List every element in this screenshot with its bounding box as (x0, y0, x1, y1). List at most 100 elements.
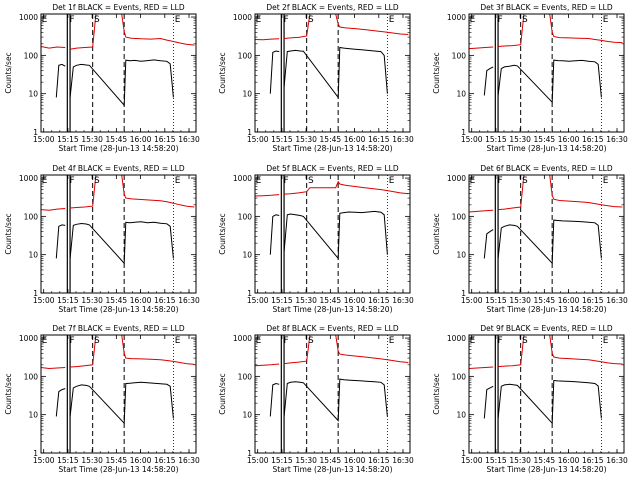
x-tick-label: 15:30 (509, 135, 531, 144)
phase-marker-label: E (603, 176, 609, 186)
y-tick-label: 1 (461, 128, 466, 137)
x-tick-label: 16:30 (606, 296, 628, 305)
x-tick-label: 16:15 (582, 135, 604, 144)
phase-marker-label: S (522, 176, 528, 186)
x-tick-label: 15:00 (33, 456, 55, 465)
x-tick-label: 16:00 (344, 135, 366, 144)
y-tick-label: 1 (461, 449, 466, 458)
x-tick-label: 15:45 (106, 456, 128, 465)
y-tick-label: 1 (247, 449, 252, 458)
x-axis-label: Start Time (28-Jun-13 14:58:20) (273, 144, 393, 153)
x-axis-label: Start Time (28-Jun-13 14:58:20) (59, 144, 179, 153)
y-axis-label: Counts/sec (218, 213, 227, 254)
phase-marker-label: F (283, 176, 288, 186)
phase-marker-label: E (175, 15, 181, 25)
x-tick-label: 16:00 (344, 456, 366, 465)
y-tick-label: 10 (242, 411, 252, 420)
y-tick-label: 1 (247, 128, 252, 137)
y-tick-label: 1 (33, 289, 38, 298)
y-tick-label: 100 (452, 372, 467, 381)
y-tick-label: 1000 (233, 13, 252, 22)
x-axis-label: Start Time (28-Jun-13 14:58:20) (273, 465, 393, 474)
series-line-lld (468, 13, 623, 50)
phase-marker-label: S (308, 176, 314, 186)
y-tick-label: 100 (238, 372, 253, 381)
x-tick-label: 16:30 (178, 296, 200, 305)
phase-marker-label: F (497, 15, 502, 25)
x-tick-label: 15:30 (509, 456, 531, 465)
panel-title: Det 6f BLACK = Events, RED = LLD (480, 164, 613, 173)
x-tick-label: 15:15 (271, 456, 293, 465)
x-tick-label: 15:15 (485, 456, 507, 465)
plot-frame (254, 334, 411, 454)
panel-title: Det 1f BLACK = Events, RED = LLD (52, 3, 185, 12)
series-line-lld (468, 174, 623, 213)
y-tick-label: 10 (456, 251, 466, 260)
series-line-events (55, 221, 174, 265)
detector-panel: Det 4f BLACK = Events, RED = LLD Counts/s… (4, 164, 200, 314)
x-tick-label: 16:30 (178, 135, 200, 144)
detector-panel: Det 7f BLACK = Events, RED = LLD Counts/s… (4, 324, 200, 474)
plot-frame (468, 13, 625, 133)
phase-marker-label: E (175, 176, 181, 186)
plot-frame (254, 13, 411, 133)
x-tick-label: 16:30 (606, 135, 628, 144)
series-line-lld (254, 334, 409, 367)
x-tick-label: 16:30 (392, 135, 414, 144)
x-tick-label: 15:45 (534, 456, 556, 465)
series-line-events (483, 59, 602, 104)
y-axis-label: Counts/sec (218, 52, 227, 93)
x-tick-label: 15:00 (33, 296, 55, 305)
x-tick-label: 16:15 (368, 135, 390, 144)
phase-marker-label: E (175, 336, 181, 346)
y-tick-label: 10 (242, 251, 252, 260)
x-tick-label: 16:15 (582, 456, 604, 465)
plot-frame (468, 174, 625, 294)
series-line-events (483, 219, 602, 265)
x-tick-label: 15:15 (485, 296, 507, 305)
plot-frame (254, 174, 411, 294)
x-tick-label: 15:00 (461, 456, 483, 465)
x-tick-label: 16:00 (130, 135, 152, 144)
plot-frame (40, 13, 197, 133)
x-axis-label: Start Time (28-Jun-13 14:58:20) (487, 465, 607, 474)
panel-title: Det 9f BLACK = Events, RED = LLD (480, 324, 613, 333)
phase-marker-label: S (522, 336, 528, 346)
series-line-events (269, 378, 388, 422)
series-line-events (269, 210, 388, 260)
x-tick-label: 15:15 (485, 135, 507, 144)
x-tick-label: 16:15 (154, 135, 176, 144)
y-axis-label: Counts/sec (432, 213, 441, 254)
y-axis-label: Counts/sec (4, 373, 13, 414)
y-tick-label: 1000 (233, 334, 252, 343)
x-tick-label: 15:30 (295, 135, 317, 144)
y-tick-label: 10 (28, 251, 38, 260)
phase-marker-label: E (42, 15, 48, 25)
x-tick-label: 16:00 (558, 296, 580, 305)
x-tick-label: 16:30 (392, 456, 414, 465)
y-tick-label: 1000 (19, 13, 38, 22)
y-axis-label: Counts/sec (218, 373, 227, 414)
phase-marker-label: S (94, 15, 100, 25)
x-tick-label: 15:45 (106, 296, 128, 305)
x-tick-label: 15:45 (106, 135, 128, 144)
y-tick-label: 1 (461, 289, 466, 298)
y-tick-label: 1 (247, 289, 252, 298)
y-tick-label: 10 (456, 90, 466, 99)
x-tick-label: 16:30 (178, 456, 200, 465)
y-tick-label: 1000 (447, 13, 466, 22)
x-tick-label: 15:30 (509, 296, 531, 305)
phase-marker-label: S (308, 15, 314, 25)
x-tick-label: 16:00 (130, 296, 152, 305)
x-tick-label: 15:30 (81, 296, 103, 305)
x-tick-label: 16:00 (558, 135, 580, 144)
x-tick-label: 16:00 (344, 296, 366, 305)
x-tick-label: 15:15 (57, 135, 79, 144)
y-tick-label: 1000 (447, 174, 466, 183)
y-tick-label: 1000 (233, 174, 252, 183)
y-tick-label: 100 (24, 212, 39, 221)
phase-marker-label: E (256, 176, 262, 186)
y-axis-label: Counts/sec (4, 213, 13, 254)
y-tick-label: 1 (33, 128, 38, 137)
phase-marker-label: E (470, 176, 476, 186)
